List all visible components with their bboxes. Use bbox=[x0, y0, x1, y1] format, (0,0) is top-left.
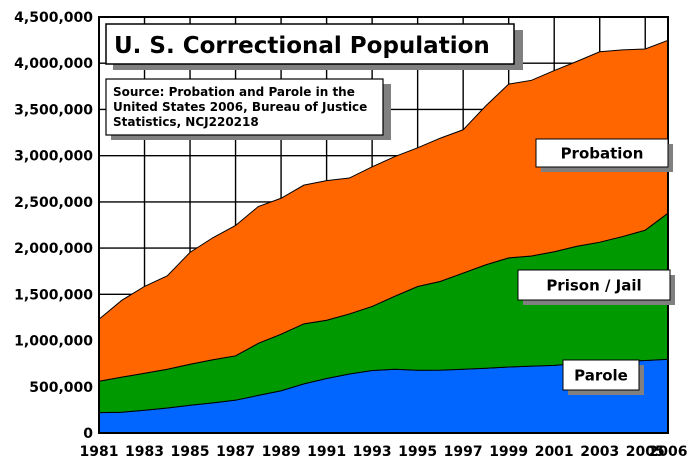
x-tick-label: 1983 bbox=[125, 444, 164, 460]
y-tick-label: 0 bbox=[83, 426, 93, 442]
y-tick-label: 1,500,000 bbox=[14, 287, 93, 303]
x-tick-label: 1981 bbox=[80, 444, 119, 460]
plot-frame bbox=[98, 16, 669, 434]
x-tick-label: 2001 bbox=[535, 444, 574, 460]
chart-title: U. S. Correctional Population bbox=[114, 33, 490, 59]
y-tick-label: 2,000,000 bbox=[14, 241, 93, 257]
source-note-box: Source: Probation and Parole in theUnite… bbox=[105, 78, 391, 140]
x-tick-label: 2003 bbox=[580, 444, 619, 460]
series-label-panel bbox=[535, 138, 669, 168]
x-tick-label: 2006 bbox=[649, 444, 688, 460]
x-tick-label: 1991 bbox=[307, 444, 346, 460]
y-tick-label: 1,000,000 bbox=[14, 334, 93, 350]
source-panel bbox=[105, 78, 384, 136]
series-label-text: Probation bbox=[561, 145, 644, 163]
source-note-line: United States 2006, Bureau of Justice bbox=[113, 100, 367, 114]
y-tick-label: 4,000,000 bbox=[14, 56, 93, 72]
chart-title-box: U. S. Correctional Population bbox=[105, 23, 523, 70]
y-tick-label: 3,500,000 bbox=[14, 102, 93, 118]
y-tick-label: 3,000,000 bbox=[14, 149, 93, 165]
title-panel bbox=[105, 23, 515, 65]
series-label-parole: Parole bbox=[562, 359, 644, 395]
series-label-text: Parole bbox=[574, 367, 628, 385]
source-note-line: Source: Probation and Parole in the bbox=[113, 85, 355, 99]
y-tick-label: 2,500,000 bbox=[14, 195, 93, 211]
area-series bbox=[98, 39, 669, 434]
series-label-panel bbox=[517, 269, 671, 301]
axes: 0 500,000 1,000,000 1,500,000 2,000,000 2,500… bbox=[14, 10, 687, 460]
y-tick-label: 500,000 bbox=[29, 380, 93, 396]
x-tick-label: 1999 bbox=[489, 444, 528, 460]
y-tick-label: 4,500,000 bbox=[14, 10, 93, 26]
x-tick-label: 1989 bbox=[262, 444, 301, 460]
x-tick-label: 1985 bbox=[171, 444, 210, 460]
x-tick-label: 1993 bbox=[353, 444, 392, 460]
x-tick-label: 1987 bbox=[216, 444, 255, 460]
x-tick-label: 1995 bbox=[398, 444, 437, 460]
series-label-text: Prison / Jail bbox=[546, 277, 641, 295]
source-note-line: Statistics, NCJ220218 bbox=[113, 115, 259, 129]
x-tick-label: 1997 bbox=[444, 444, 483, 460]
series-label-panel bbox=[562, 359, 640, 391]
labels: U. S. Correctional Population Source: Pro… bbox=[105, 23, 675, 395]
series-label-probation: Probation bbox=[535, 138, 673, 172]
series-label-prison-jail: Prison / Jail bbox=[517, 269, 675, 305]
x-tick-label: 2005 bbox=[626, 444, 665, 460]
